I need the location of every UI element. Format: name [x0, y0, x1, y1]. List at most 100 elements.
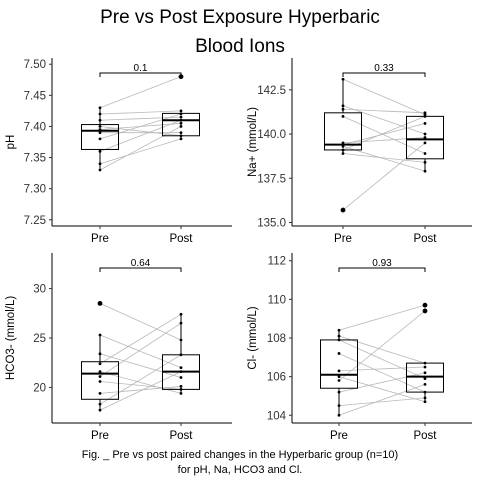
significance-bracket	[99, 267, 182, 272]
y-tick-label: 20	[33, 382, 46, 394]
paired-line	[99, 116, 182, 121]
data-point	[98, 370, 102, 374]
data-point	[98, 137, 102, 141]
data-point	[179, 391, 183, 395]
paired-line	[99, 353, 182, 378]
data-point	[179, 387, 183, 391]
panel-1: 7.25 7.30 7.35 7.40 7.45 7.50 Pre Post pH 0.1	[5, 58, 232, 245]
paired-line	[99, 122, 182, 130]
data-point	[337, 328, 341, 332]
x-tick-label: Pre	[334, 233, 352, 245]
paired-line	[338, 383, 426, 416]
data-point	[423, 365, 427, 369]
y-tick-label: 142.5	[257, 85, 286, 97]
p-value-label: 0.33	[374, 63, 394, 74]
outlier-point	[422, 302, 428, 308]
data-point	[337, 334, 341, 338]
data-point	[423, 169, 427, 173]
data-point	[423, 361, 427, 365]
paired-line	[99, 386, 182, 394]
y-tick-label: 7.50	[24, 59, 46, 71]
paired-line	[99, 119, 182, 152]
data-point	[98, 380, 102, 383]
paired-line	[99, 126, 182, 171]
chart-title-line-1: Pre vs Post Exposure Hyperbaric	[100, 7, 380, 28]
paired-line	[99, 110, 182, 115]
paired-line	[338, 304, 426, 331]
y-tick-label: 7.35	[24, 153, 46, 165]
paired-line	[99, 381, 182, 390]
data-point	[98, 375, 102, 378]
data-point	[98, 112, 102, 116]
y-tick-label: 7.45	[24, 90, 46, 102]
data-point	[98, 149, 102, 153]
y-tick-label: 108	[267, 333, 286, 345]
paired-line	[99, 76, 182, 109]
data-point	[98, 131, 102, 135]
data-point	[179, 385, 183, 388]
data-point	[179, 353, 183, 357]
data-point	[179, 118, 183, 122]
data-point	[179, 370, 183, 374]
data-point	[98, 162, 102, 166]
paired-line	[342, 78, 426, 115]
data-point	[179, 137, 183, 141]
box-pre	[81, 361, 119, 400]
paired-line	[99, 303, 182, 341]
data-point	[337, 369, 341, 373]
panel-2: 135.0 137.5 140.0 142.5 Pre Post Na+ (mmol/L) 0…	[247, 58, 472, 245]
data-point	[98, 352, 102, 356]
y-tick-label: 140.0	[257, 129, 286, 141]
data-point	[337, 352, 341, 355]
data-point	[337, 404, 341, 408]
data-point	[179, 321, 183, 325]
paired-line	[338, 376, 426, 403]
caption-line-2: for pH, Na, HCO3 and Cl.	[177, 464, 303, 476]
paired-line	[342, 108, 426, 114]
data-point	[423, 390, 427, 394]
paired-line	[342, 142, 426, 211]
paired-line	[342, 115, 426, 154]
data-point	[341, 107, 345, 111]
x-tick-label: Pre	[330, 430, 348, 442]
significance-bracket	[338, 267, 426, 272]
paired-line	[99, 313, 182, 365]
x-tick-label: Pre	[91, 233, 109, 245]
y-tick-label: 7.40	[24, 121, 46, 133]
outlier-point	[340, 207, 346, 213]
data-point	[341, 104, 345, 108]
data-point	[423, 141, 427, 145]
paired-line	[342, 105, 426, 135]
data-point	[341, 148, 345, 152]
paired-line	[338, 397, 426, 407]
data-point	[423, 371, 427, 375]
data-point	[98, 125, 102, 128]
data-point	[98, 391, 102, 395]
data-point	[423, 152, 427, 155]
x-tick-label: Post	[413, 430, 437, 442]
paired-line	[338, 366, 426, 372]
paired-line	[99, 138, 182, 165]
paired-line	[99, 322, 182, 377]
data-point	[179, 376, 183, 379]
data-point	[341, 152, 345, 155]
y-tick-label: 137.5	[257, 173, 286, 185]
data-point	[179, 131, 183, 135]
data-point	[179, 312, 183, 316]
paired-line	[338, 353, 426, 393]
y-tick-label: 135.0	[257, 217, 286, 229]
data-point	[98, 408, 102, 412]
data-point	[179, 125, 183, 128]
x-tick-label: Post	[169, 430, 193, 442]
data-point	[98, 402, 102, 406]
data-point	[423, 136, 427, 139]
panel-4: 104 106 108 110 112 Pre Post Cl- (mmol/L) 0.93	[247, 253, 472, 442]
significance-bracket	[342, 72, 426, 77]
paired-line	[342, 153, 426, 163]
data-point	[423, 122, 427, 125]
y-tick-label: 106	[267, 372, 286, 384]
paired-line	[99, 334, 182, 369]
paired-line	[342, 146, 426, 172]
data-point	[179, 338, 183, 342]
